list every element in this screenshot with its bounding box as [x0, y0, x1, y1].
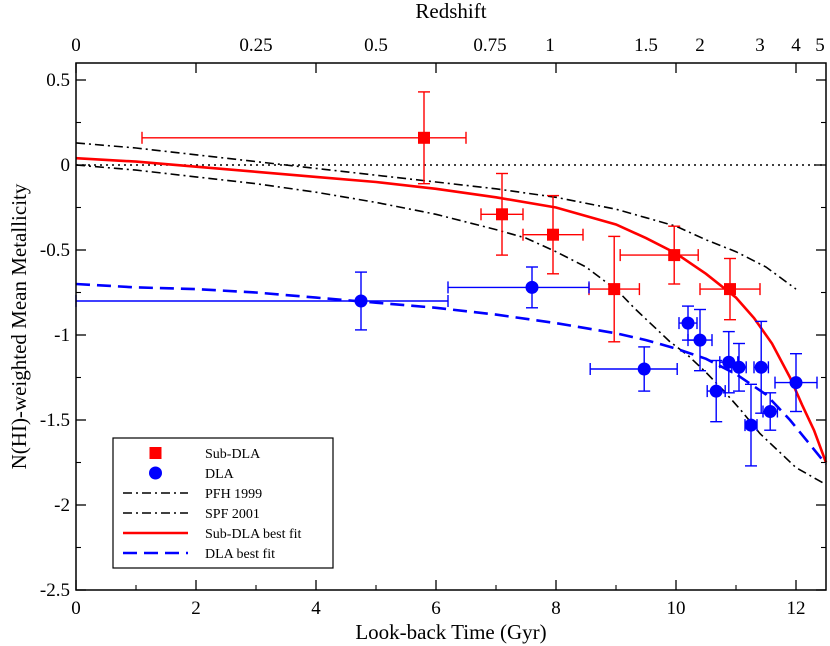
dla-marker — [693, 333, 707, 347]
x-tick-label: 8 — [551, 598, 561, 619]
sub-dla-point-group — [522, 194, 584, 275]
y-tick-label: -1 — [54, 325, 70, 346]
sub-dla-marker — [668, 249, 681, 262]
dla-marker — [637, 362, 651, 376]
y-tick-label: 0.5 — [46, 70, 70, 91]
legend-dla-label: DLA — [205, 467, 235, 482]
y-tick-label: -0.5 — [40, 240, 70, 261]
dla-point-group — [731, 342, 747, 392]
y-tick-label: -2.5 — [40, 580, 70, 601]
plot-frame — [75, 62, 827, 591]
dla-point-group — [762, 392, 779, 431]
x-tick-label: 6 — [431, 598, 441, 619]
legend-sub-dla-label: Sub-DLA — [205, 447, 261, 462]
x-axis-title: Look-back Time (Gyr) — [355, 620, 546, 644]
sub-dla-marker — [608, 283, 621, 296]
x-tick-label: 2 — [191, 598, 201, 619]
dla-point-group — [744, 383, 758, 467]
sub-dla-marker — [547, 228, 559, 241]
x-tick-label: 0 — [71, 598, 81, 619]
y-tick-label: 0 — [61, 155, 71, 176]
legend-box — [112, 437, 334, 569]
dla-point-group — [447, 266, 590, 309]
dla-point-group — [706, 359, 726, 423]
sub-dla-point-group — [141, 91, 467, 185]
dla-marker — [354, 294, 368, 308]
dla-point-group — [75, 271, 449, 331]
legend-dla-best-fit-label: DLA best fit — [205, 547, 275, 562]
dla-point-group — [589, 346, 678, 392]
legend-sub-dla-best-fit-label: Sub-DLA best fit — [205, 527, 302, 542]
dla-marker — [681, 316, 695, 330]
x-tick-label: 10 — [667, 598, 686, 619]
y-tick-label: -1.5 — [40, 410, 70, 431]
sub-dla-marker — [724, 283, 736, 296]
top-tick-label: 1.5 — [634, 35, 658, 56]
x-tick-label: 4 — [311, 598, 321, 619]
dla-point-group — [687, 308, 713, 372]
sub-dla-marker — [418, 131, 430, 144]
dla-marker — [744, 418, 758, 432]
legend-sub-dla-marker — [149, 447, 162, 459]
y-tick-label: -2 — [54, 495, 70, 516]
top-tick-label: 0 — [71, 35, 81, 56]
legend: Sub-DLA DLA PFH 1999 SPF 2001 Sub-DLA best f… — [112, 437, 334, 569]
axes: 0 2 4 6 8 10 120.50-0.5-1-1.5-2-2.50 0.25 0.5 0.7… — [7, 0, 827, 644]
top-tick-label: 5 — [815, 35, 825, 56]
data-points — [75, 91, 818, 467]
top-tick-label: 4 — [791, 35, 801, 56]
curve-sub-dla-best-fit — [75, 156, 828, 463]
dla-marker — [789, 376, 803, 390]
top-axis-title: Redshift — [415, 0, 486, 23]
top-tick-label: 0.25 — [239, 35, 272, 56]
legend-dla-marker — [149, 466, 162, 480]
dla-point-group — [774, 353, 818, 413]
y-axis-title: N(HI)-weighted Mean Metallicity — [7, 183, 31, 469]
top-tick-label: 3 — [755, 35, 765, 56]
curve-dla-best-fit — [75, 282, 828, 466]
dla-marker — [763, 405, 777, 418]
legend-pfh-1999-label: PFH 1999 — [205, 487, 262, 502]
sub-dla-point-group — [619, 225, 699, 285]
dla-marker — [525, 280, 539, 294]
sub-dla-point-group — [480, 172, 524, 256]
sub-dla-point-group — [699, 257, 761, 321]
model-curves — [75, 142, 828, 486]
dla-point-group — [753, 320, 770, 414]
sub-dla-marker — [496, 208, 508, 221]
top-tick-label: 2 — [695, 35, 705, 56]
dla-marker — [709, 384, 723, 398]
top-tick-label: 0.75 — [473, 35, 506, 56]
top-tick-label: 0.5 — [364, 35, 388, 56]
curve-pfh-1999 — [75, 164, 827, 486]
top-tick-label: 1 — [545, 35, 555, 56]
dla-marker — [754, 360, 768, 374]
x-tick-label: 12 — [787, 598, 806, 619]
dla-marker — [732, 360, 746, 374]
sub-dla-point-group — [588, 235, 641, 343]
legend-spf-2001-label: SPF 2001 — [205, 507, 260, 522]
